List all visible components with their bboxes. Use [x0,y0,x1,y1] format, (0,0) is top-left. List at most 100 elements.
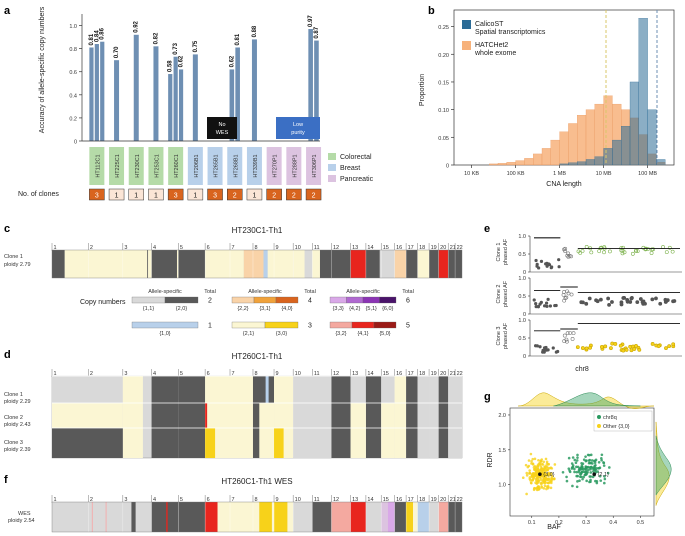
chrom-label: 22 [457,371,463,377]
e-dot [667,245,672,250]
e-dot [650,297,655,302]
chrom-label: 13 [352,245,358,251]
e-dot [630,251,635,256]
g-dot-chr8q [587,468,590,472]
d-row3-label-2: ploidy 2.39 [4,447,31,453]
cn-segment [131,502,136,532]
e-dot [546,297,550,301]
g-legend-other: Other {3,0} [603,424,630,430]
chrom-label: 3 [124,497,127,503]
b-ytick-label: 0.20 [438,53,449,59]
e-ytick-label: 0 [523,354,526,360]
chrom-label: 18 [419,371,425,377]
b-bar-hatchet [577,115,587,166]
e-dot [568,331,572,335]
g-dot-other [533,457,537,461]
cn-segment [406,403,418,428]
g-dot-other [527,464,531,468]
g-dot-chr8q [590,459,594,462]
g-dot-chr8q [600,456,603,460]
b-bar-calicost [647,109,657,166]
g-dot-chr8q [603,475,606,478]
b-bar-hatchet [594,103,604,166]
chrom-label: 9 [276,497,279,503]
cn-segment [148,250,152,278]
g-dot-other [541,481,544,485]
chrom-label: 12 [333,245,339,251]
g-dot-chr8q [596,470,599,473]
cn-segment [166,502,168,532]
g-dot-other [531,457,535,461]
e-dot [544,262,548,266]
e-dot [564,337,569,342]
g-dot-chr8q [599,479,603,482]
b-bar-hatchet [506,162,516,166]
b-bar-hatchet [568,123,578,166]
e-dot [579,300,584,305]
cn-legend-swatch [164,296,199,304]
chrom-label: 21 [450,245,456,251]
g-anno-30: {3,0} [543,472,554,478]
b-ytick-label: 0.15 [438,80,449,86]
cn-segment [365,376,382,403]
cn-segment [438,250,449,278]
e-dot [650,247,654,252]
cn-legend-swatch [231,321,266,329]
a-bar [94,44,99,141]
g-dot-chr8q [580,475,583,479]
cn-segment [178,403,206,428]
g-dot-other [547,481,551,484]
e-dot [563,296,568,301]
e-ytick-label: 1.0 [518,276,526,282]
g-xtick-label: 0.1 [528,520,536,526]
cn-segment [429,250,439,278]
e-dot [597,249,602,254]
g-dot-other [545,462,549,465]
a-bar-label: 0.62 [179,55,185,67]
cn-segment [147,250,149,278]
panel-c-track [51,249,463,279]
g-dot-chr8q [575,470,579,474]
g-dot-chr8q [580,461,583,465]
d-row3-label-1: Clone 3 [4,440,23,446]
e-dot [538,345,542,349]
g-density-right-green [655,435,672,497]
cn-segment [151,376,179,403]
cn-segment [259,502,272,532]
e-dot [578,250,583,255]
a-clone-count: 3 [174,193,178,200]
e-dot [565,339,569,344]
g-dot-chr8q [584,465,588,468]
g-dot-other [535,487,538,490]
e-dot [534,258,538,263]
g-dot-chr8q [589,475,593,478]
chrom-label: 12 [333,497,339,503]
cn-segment [135,502,152,532]
b-ytick-label: 0.25 [438,25,449,31]
g-dot-other [530,459,533,463]
cn-legend-swatch [351,321,375,329]
a-bar-label: 0.58 [168,60,174,72]
b-ytick-label: 0.05 [438,136,449,142]
a-clone-count: 1 [154,193,158,200]
chrom-label: 20 [440,371,446,377]
g-anno-dot-21 [592,472,597,476]
cn-segment [122,403,143,428]
g-dot-other [542,478,545,482]
a-sample-name: HT225C1 [115,154,121,178]
b-bar-hatchet [533,153,543,166]
cn-segment [381,250,395,278]
e-dot [622,295,627,300]
g-ytick-label: 2.0 [498,413,506,419]
e-dot [584,301,589,306]
cn-segment [417,250,430,278]
cn-segment [151,250,177,278]
chrom-label: 19 [431,371,437,377]
chrom-label: 19 [431,245,437,251]
e-dot [608,249,612,254]
cn-segment [406,376,418,403]
e-dot [584,346,589,351]
a-clone-box [148,188,164,201]
g-dot-chr8q [588,480,591,484]
chrom-label: 9 [276,245,279,251]
